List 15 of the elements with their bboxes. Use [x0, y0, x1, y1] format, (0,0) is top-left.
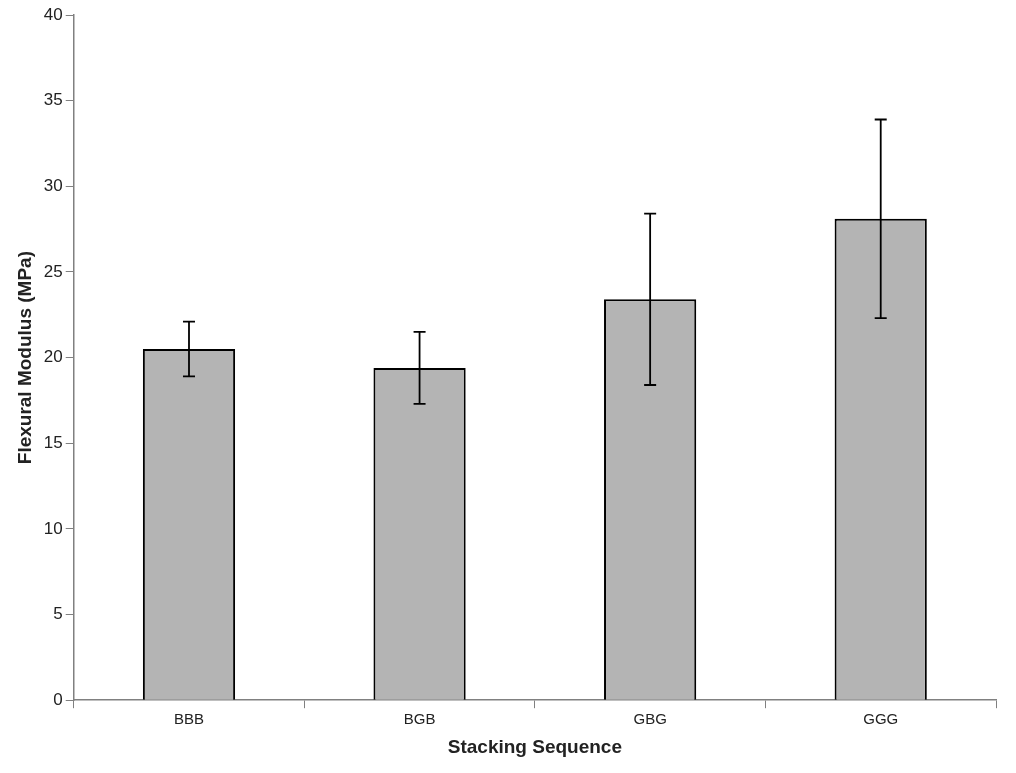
y-tick-label: 30 — [43, 175, 63, 195]
x-tick-label: GBG — [633, 710, 667, 728]
x-axis-title: Stacking Sequence — [447, 735, 622, 757]
y-tick-label: 25 — [43, 261, 63, 281]
y-tick-label: 10 — [43, 518, 63, 538]
y-tick-label: 20 — [43, 347, 63, 367]
y-tick-label: 40 — [43, 4, 63, 24]
x-tick-label: GGG — [863, 710, 899, 728]
y-tick-label: 5 — [53, 604, 63, 624]
y-tick-label: 15 — [43, 432, 63, 452]
y-tick-label: 0 — [53, 689, 63, 709]
y-tick-label: 35 — [43, 90, 63, 110]
y-axis-title: Flexural Modulus (MPa) — [13, 250, 35, 465]
x-tick-label: BGB — [403, 710, 436, 728]
x-tick-label: BBB — [173, 710, 204, 728]
